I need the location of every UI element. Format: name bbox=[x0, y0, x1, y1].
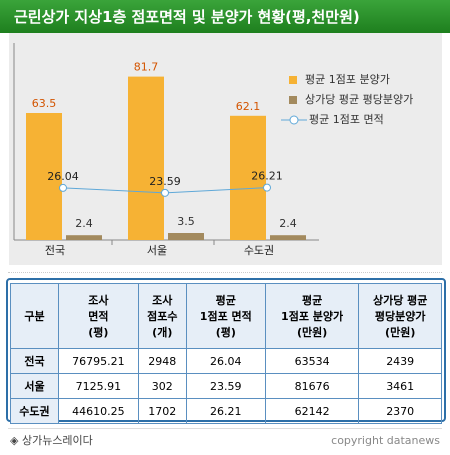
table-cell: 76795.21 bbox=[57, 348, 139, 374]
table-header-cell: 조사 면적 (평) bbox=[57, 283, 139, 349]
table-cell: 7125.91 bbox=[57, 373, 139, 399]
bar1-data-label: 63.5 bbox=[32, 97, 57, 110]
data-table-frame: 구분 조사 면적 (평) 조사 점포수 (개) 평균 1점포 면적 (평) 평균 1점포… bbox=[6, 278, 446, 424]
table-cell: 302 bbox=[137, 373, 187, 399]
bar1-data-label: 81.7 bbox=[134, 61, 159, 74]
table-cell: 2439 bbox=[358, 348, 442, 374]
category-label: 수도권 bbox=[244, 244, 274, 257]
table-cell: 26.21 bbox=[185, 398, 266, 424]
line-point bbox=[263, 183, 271, 192]
table-header-row: 구분 조사 면적 (평) 조사 점포수 (개) 평균 1점포 면적 (평) 평균 1점포… bbox=[10, 283, 442, 349]
table-header-cell: 조사 점포수 (개) bbox=[137, 283, 187, 349]
table-cell: 3461 bbox=[358, 373, 442, 399]
bar-평균 1점포 분양가-수도권 bbox=[230, 115, 266, 240]
divider-dotted bbox=[8, 272, 442, 273]
bar2-data-label: 2.4 bbox=[75, 217, 93, 230]
table-row-header: 전국 bbox=[10, 348, 59, 374]
line-data-label: 26.04 bbox=[47, 170, 79, 183]
table-cell: 44610.25 bbox=[57, 398, 139, 424]
table-cell: 63534 bbox=[264, 348, 360, 374]
table-cell: 26.04 bbox=[185, 348, 266, 374]
legend-item-bar2: 상가당 평균 평당분양가 bbox=[289, 91, 413, 107]
bar-상가당 평균 평당분양가-서울 bbox=[168, 233, 204, 240]
copyright-label: copyright datanews bbox=[331, 434, 440, 447]
chart-svg: 63.5 2.4 전국 81.7 3.5 서울 62.1 2.4 수도권 26.04 23.59 26… bbox=[13, 43, 319, 257]
table-row-header: 수도권 bbox=[10, 398, 59, 424]
line-point bbox=[161, 188, 169, 197]
bar1-data-label: 62.1 bbox=[236, 100, 261, 113]
legend: 평균 1점포 분양가 상가당 평균 평당분양가 평균 1점포 면적 bbox=[271, 65, 446, 131]
chart-area: 63.5 2.4 전국 81.7 3.5 서울 62.1 2.4 수도권 26.04 23.59 26… bbox=[9, 33, 442, 265]
table-row: 전국 76795.21 2948 26.04 63534 2439 bbox=[10, 348, 442, 374]
legend-swatch-bar1 bbox=[289, 76, 297, 84]
table-cell: 1702 bbox=[137, 398, 187, 424]
line-data-label: 26.21 bbox=[251, 170, 283, 183]
footer-divider bbox=[8, 428, 442, 429]
bar2-data-label: 2.4 bbox=[279, 217, 297, 230]
category-label: 전국 bbox=[45, 244, 65, 257]
table-cell: 2948 bbox=[137, 348, 187, 374]
bar-평균 1점포 분양가-전국 bbox=[26, 113, 62, 240]
legend-label-bar2: 상가당 평균 평당분양가 bbox=[305, 93, 414, 106]
table-row-header: 서울 bbox=[10, 373, 59, 399]
table-cell: 2370 bbox=[358, 398, 442, 424]
brand-label: ◈ 상가뉴스레이다 bbox=[10, 434, 93, 447]
line-point bbox=[59, 183, 67, 192]
data-table: 구분 조사 면적 (평) 조사 점포수 (개) 평균 1점포 면적 (평) 평균 1점포… bbox=[10, 283, 442, 424]
table-row: 서울 7125.91 302 23.59 81676 3461 bbox=[10, 373, 442, 399]
table-header-cell: 구분 bbox=[10, 283, 59, 349]
table-cell: 62142 bbox=[264, 398, 360, 424]
table-cell: 81676 bbox=[264, 373, 360, 399]
bar-평균 1점포 분양가-서울 bbox=[128, 76, 164, 240]
line-data-label: 23.59 bbox=[149, 175, 181, 188]
legend-item-bar1: 평균 1점포 분양가 bbox=[289, 71, 390, 87]
legend-swatch-bar2 bbox=[289, 96, 297, 104]
legend-swatch-line bbox=[281, 115, 307, 125]
legend-label-line: 평균 1점포 면적 bbox=[309, 113, 384, 126]
bar2-data-label: 3.5 bbox=[177, 215, 195, 228]
bar-상가당 평균 평당분양가-수도권 bbox=[270, 235, 306, 240]
table-row: 수도권 44610.25 1702 26.21 62142 2370 bbox=[10, 398, 442, 424]
legend-label-bar1: 평균 1점포 분양가 bbox=[305, 73, 390, 86]
legend-item-line: 평균 1점포 면적 bbox=[281, 111, 384, 127]
chart-title: 근린상가 지상1층 점포면적 및 분양가 현황(평,천만원) bbox=[14, 8, 360, 26]
category-label: 서울 bbox=[147, 244, 167, 257]
header-bar: 근린상가 지상1층 점포면적 및 분양가 현황(평,천만원) bbox=[0, 0, 450, 33]
table-header-cell: 평균 1점포 면적 (평) bbox=[185, 283, 266, 349]
table-header-cell: 상가당 평균 평당분양가 (만원) bbox=[358, 283, 442, 349]
bar-상가당 평균 평당분양가-전국 bbox=[66, 235, 102, 240]
table-cell: 23.59 bbox=[185, 373, 266, 399]
table-header-cell: 평균 1점포 분양가 (만원) bbox=[264, 283, 360, 349]
